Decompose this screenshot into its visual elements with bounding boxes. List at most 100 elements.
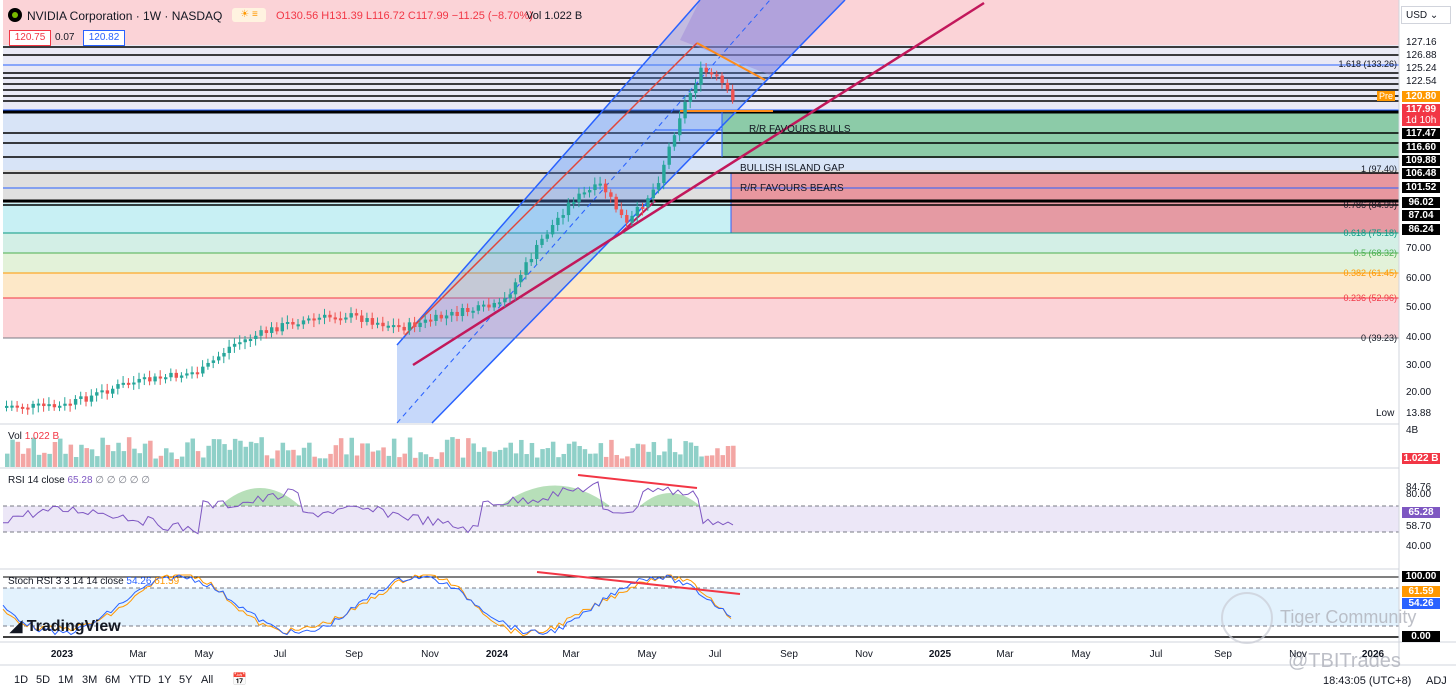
volume-bar	[73, 457, 79, 467]
range-button-5d[interactable]: 5D	[36, 674, 51, 686]
stoch-pane-title[interactable]: Stoch RSI 3 3 14 14 close 54.26 61.59	[8, 576, 180, 587]
candle-body	[572, 201, 576, 204]
range-button-all[interactable]: All	[201, 674, 214, 686]
currency-select[interactable]: USD ⌄	[1401, 6, 1451, 24]
candle-body	[582, 192, 587, 195]
rsi-pane-title[interactable]: RSI 14 close 65.28 ∅ ∅ ∅ ∅ ∅	[8, 475, 150, 486]
fib-label: 0.382 (61.45)	[1343, 268, 1397, 278]
volume-bar	[5, 453, 10, 467]
vol-tag: 1.022 B	[1402, 453, 1440, 464]
candle-body	[497, 302, 502, 305]
range-button-ytd[interactable]: YTD	[129, 674, 151, 686]
candle-body	[508, 294, 512, 299]
tradingview-logo-icon: ◢	[10, 618, 23, 635]
time-axis-label: Jul	[273, 649, 287, 660]
candle-body	[73, 398, 78, 405]
volume-bar	[338, 438, 344, 467]
range-button-3m[interactable]: 3M	[82, 674, 98, 686]
candle-body	[630, 215, 634, 223]
range-button-1d[interactable]: 1D	[14, 674, 29, 686]
volume-bar	[15, 441, 21, 467]
range-button-1m[interactable]: 1M	[58, 674, 74, 686]
time-axis-label: May	[637, 649, 657, 660]
candle-body	[603, 183, 608, 193]
candle-body	[10, 405, 14, 408]
candle-body	[126, 382, 131, 385]
volume-bar	[460, 457, 466, 467]
bid-price[interactable]: 120.75	[9, 30, 51, 46]
candle-body	[614, 196, 618, 210]
vol-pane-title[interactable]: Vol 1.022 B	[8, 431, 60, 442]
candle-body	[354, 313, 359, 316]
session-icon[interactable]: ☀ ≡	[232, 8, 266, 22]
volume-bar	[455, 438, 460, 467]
volume-bar	[503, 447, 508, 467]
volume-bar	[360, 443, 365, 467]
price-axis-label: 106.48	[1402, 168, 1440, 179]
volume-bar	[42, 452, 47, 467]
clock-display[interactable]: 18:43:05 (UTC+8)	[1323, 675, 1412, 687]
volume-bar	[561, 453, 566, 467]
candle-body	[413, 322, 417, 328]
calendar-icon[interactable]: 📅	[232, 672, 247, 686]
volume-bar	[26, 448, 31, 467]
candle-body	[63, 403, 67, 406]
volume-bar	[307, 442, 312, 467]
volume-bar	[275, 450, 280, 467]
candle-body	[264, 330, 269, 333]
volume-bar	[678, 454, 683, 467]
price-axis-label: 116.60	[1402, 142, 1440, 153]
volume-bar	[285, 450, 291, 467]
volume-bar	[121, 451, 127, 467]
volume-bar	[466, 438, 471, 467]
currency-label: USD	[1406, 10, 1428, 21]
price-axis-label: 60.00	[1406, 273, 1432, 284]
candle-body	[672, 135, 677, 147]
volume-bar	[137, 453, 142, 467]
candle-body	[26, 407, 30, 410]
candle-body	[333, 317, 337, 320]
candle-body	[116, 384, 120, 389]
range-button-1y[interactable]: 1Y	[158, 674, 172, 686]
range-button-5y[interactable]: 5Y	[179, 674, 193, 686]
chevron-down-icon: ⌄	[1429, 10, 1439, 21]
adj-toggle[interactable]: ADJ	[1426, 675, 1447, 687]
candle-body	[694, 84, 698, 94]
candle-body	[31, 403, 35, 408]
volume-bar	[386, 455, 392, 467]
last-price-tag: 117.99	[1402, 104, 1440, 115]
volume-bar	[63, 453, 68, 467]
volume-bar	[195, 451, 201, 467]
volume-bar	[344, 454, 349, 467]
volume-bar	[439, 452, 445, 467]
ask-price[interactable]: 120.82	[83, 30, 125, 46]
volume-bar	[497, 449, 503, 467]
candle-body	[100, 390, 104, 393]
volume-bar	[68, 444, 74, 467]
volume-bar	[52, 441, 58, 467]
volume-bar	[179, 456, 185, 467]
candle-body	[423, 319, 428, 323]
volume-bar	[413, 457, 418, 467]
candle-body	[588, 190, 592, 193]
volume-bar	[153, 458, 158, 467]
symbol-title[interactable]: NVIDIA Corporation · 1W · NASDAQ	[27, 9, 223, 23]
candle-body	[609, 192, 613, 197]
annotation-bears: R/R FAVOURS BEARS	[740, 183, 844, 194]
candle-body	[95, 392, 99, 396]
candle-body	[338, 318, 343, 321]
candle-body	[174, 372, 178, 378]
candle-body	[519, 274, 523, 283]
volume-bar	[36, 454, 42, 467]
price-axis-label: 50.00	[1406, 302, 1432, 313]
volume-bar	[476, 451, 482, 467]
candle-body	[275, 327, 279, 332]
candle-body	[529, 258, 534, 263]
candle-body	[153, 376, 157, 382]
candle-body	[68, 403, 72, 406]
candle-body	[323, 314, 327, 318]
tradingview-logo: ◢ TradingView	[10, 618, 121, 635]
volume-bar	[323, 458, 328, 467]
range-button-6m[interactable]: 6M	[105, 674, 121, 686]
